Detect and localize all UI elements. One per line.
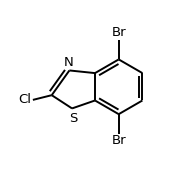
Text: Br: Br (111, 134, 126, 147)
Text: N: N (64, 56, 73, 69)
Text: Cl: Cl (18, 93, 32, 106)
Text: Br: Br (111, 26, 126, 39)
Text: S: S (69, 112, 77, 125)
